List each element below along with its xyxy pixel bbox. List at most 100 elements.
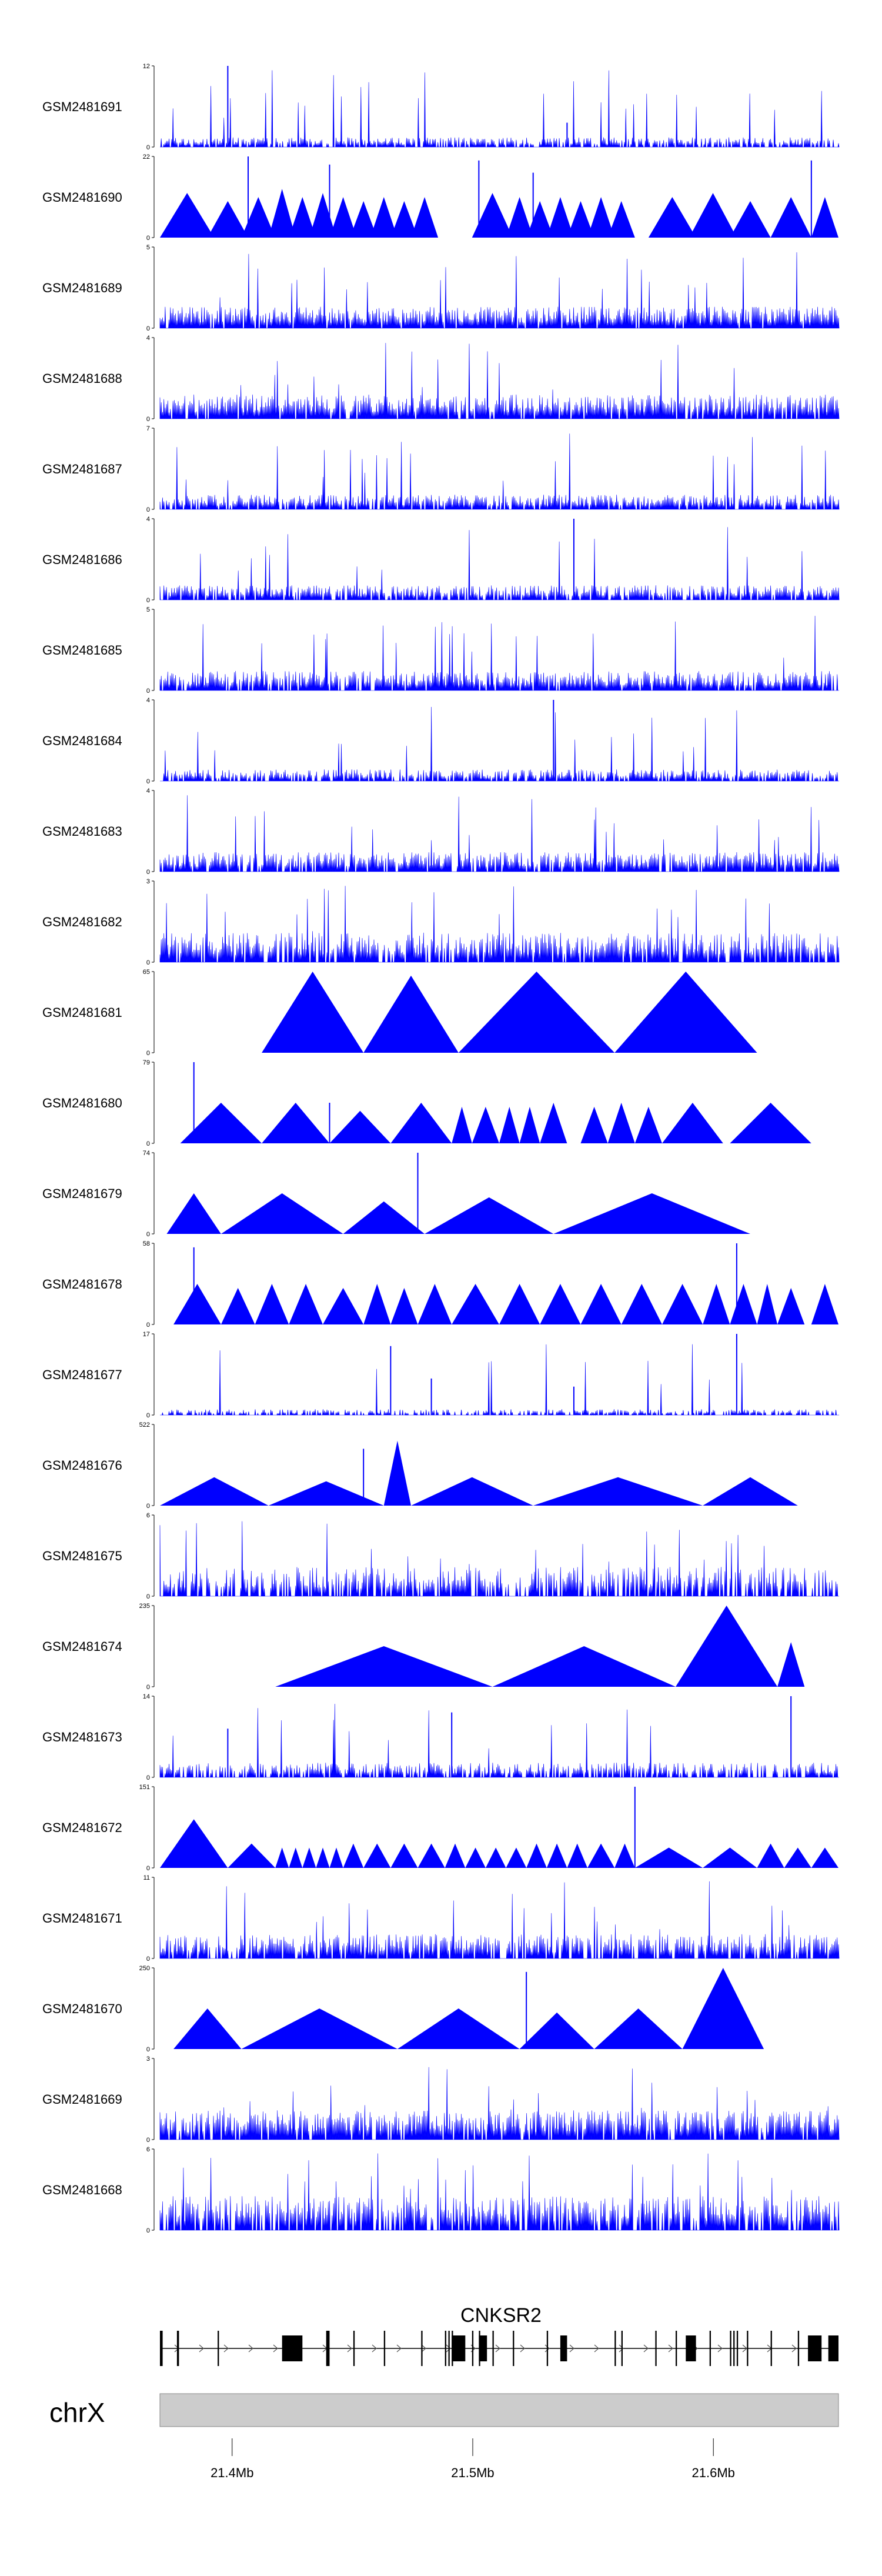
gene-exon (676, 2331, 677, 2366)
ymin-label: 0 (146, 1956, 150, 1963)
coverage-peak (730, 1103, 811, 1143)
coverage-peak (166, 1193, 221, 1234)
coverage-peak (343, 1201, 425, 1234)
gene-exon (733, 2331, 735, 2366)
gene-exon (560, 2335, 567, 2361)
ymin-label: 0 (146, 2137, 150, 2144)
track-label: GSM2481668 (42, 2183, 122, 2197)
coverage-peak (472, 193, 513, 238)
ymax-label: 4 (146, 335, 150, 342)
track-label: GSM2481677 (42, 1367, 122, 1382)
coverage-peak (465, 1847, 486, 1868)
track: GSM2481674 235 0 (42, 1603, 805, 1691)
coverage-peak (255, 1284, 289, 1324)
coverage-peak (546, 197, 574, 238)
coverage-area (159, 2153, 840, 2231)
coverage-area (159, 886, 840, 963)
coverage-peak (703, 1284, 730, 1324)
gene-exon (686, 2335, 696, 2361)
chromosome-ideogram: chrX (49, 2393, 839, 2428)
coverage-peak (730, 201, 771, 238)
coverage-peak (411, 1477, 533, 1506)
track: GSM2481688 4 0 (42, 335, 840, 423)
strand-arrow (248, 2344, 253, 2353)
coverage-peak (160, 1477, 269, 1506)
coverage-peak (390, 1843, 418, 1868)
ymax-label: 4 (146, 516, 150, 523)
ymin-label: 0 (146, 1322, 150, 1329)
coverage-peak (458, 972, 615, 1053)
coverage-peak (506, 197, 533, 238)
coverage-peak (662, 1284, 703, 1324)
track: GSM2481682 3 0 (42, 878, 840, 966)
track-label: GSM2481669 (42, 2092, 122, 2107)
strand-arrow (446, 2344, 451, 2353)
strand-arrow (742, 2344, 747, 2353)
coverage-peak (275, 1646, 493, 1687)
coverage-peak (662, 1103, 723, 1143)
track-label: GSM2481673 (42, 1730, 122, 1744)
gene-exon (282, 2335, 303, 2361)
coverage-peak (452, 1106, 472, 1143)
ymin-label: 0 (146, 144, 150, 151)
ymax-label: 22 (143, 154, 150, 161)
ymax-label: 58 (143, 1240, 150, 1247)
coverage-peak (770, 197, 811, 238)
coverage-peak (289, 1284, 323, 1324)
coverage-peak (445, 1843, 466, 1868)
coverage-peak (519, 1106, 540, 1143)
ymin-label: 0 (146, 688, 150, 695)
ymax-label: 5 (146, 606, 150, 613)
coverage-peak (268, 189, 296, 238)
strand-arrow (495, 2344, 500, 2353)
strand-arrow (347, 2344, 352, 2353)
gene-exon (479, 2335, 487, 2361)
gene-exon (709, 2331, 711, 2366)
track: GSM2481668 6 0 (42, 2146, 840, 2234)
gene-exon (421, 2331, 423, 2366)
ymax-label: 17 (143, 1331, 150, 1338)
ymax-label: 65 (143, 969, 150, 976)
strand-arrow (396, 2344, 402, 2353)
track-label: GSM2481676 (42, 1458, 122, 1473)
ymax-label: 4 (146, 788, 150, 795)
gene-exon (326, 2331, 330, 2366)
coverage-peak (567, 1843, 587, 1868)
coverage-peak (594, 2008, 683, 2049)
ymin-label: 0 (146, 1865, 150, 1872)
track-label: GSM2481688 (42, 371, 122, 386)
ymin-label: 0 (146, 1774, 150, 1781)
gene-exon (218, 2331, 219, 2366)
track-label: GSM2481687 (42, 462, 122, 476)
coverage-peak (160, 193, 215, 238)
coverage-peak (811, 1284, 838, 1324)
coverage-peak (390, 201, 418, 238)
coverage-peak (492, 1646, 676, 1687)
coverage-peak (811, 1847, 838, 1868)
ymin-label: 0 (146, 869, 150, 876)
chromosome-label: chrX (49, 2397, 105, 2428)
track: GSM2481675 6 0 (42, 1512, 840, 1600)
gene-exon (472, 2331, 474, 2366)
ymin-label: 0 (146, 2227, 150, 2234)
coverage-peak (546, 1843, 567, 1868)
track: GSM2481691 12 0 (42, 63, 840, 151)
gene-exon (353, 2331, 355, 2366)
track-label: GSM2481689 (42, 281, 122, 295)
coverage-peak (262, 972, 364, 1053)
ymin-label: 0 (146, 235, 150, 242)
coverage-peak (390, 1287, 418, 1324)
coverage-peak (241, 2008, 397, 2049)
track-label: GSM2481683 (42, 824, 122, 839)
coverage-peak (634, 1847, 703, 1868)
ymax-label: 5 (146, 244, 150, 251)
coverage-area (159, 433, 840, 510)
ymax-label: 14 (143, 1693, 150, 1700)
coverage-area (159, 527, 840, 600)
track: GSM2481684 4 0 (42, 697, 840, 785)
gene-exon (492, 2331, 494, 2366)
coverage-peak (682, 1968, 764, 2049)
ymax-label: 12 (143, 63, 150, 70)
ymax-label: 6 (146, 1512, 150, 1519)
